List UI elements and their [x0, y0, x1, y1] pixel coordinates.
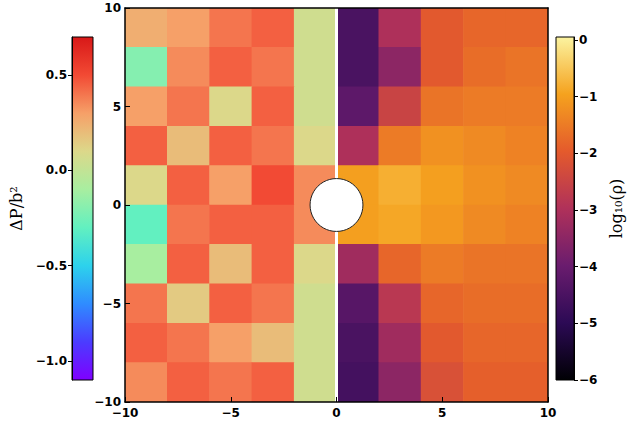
svg-text:0: 0 [332, 406, 340, 420]
svg-text:10: 10 [104, 1, 121, 15]
svg-text:−10: −10 [112, 406, 139, 420]
svg-text:−5: −5 [222, 406, 240, 420]
svg-text:0.5: 0.5 [46, 68, 67, 82]
svg-text:0: 0 [113, 198, 121, 212]
svg-text:10: 10 [540, 406, 557, 420]
svg-text:−5: −5 [579, 316, 597, 330]
svg-text:0: 0 [579, 33, 587, 47]
svg-text:−10: −10 [94, 395, 121, 409]
svg-text:−4: −4 [579, 260, 597, 274]
svg-text:−6: −6 [579, 373, 597, 387]
svg-text:−0.5: −0.5 [36, 259, 67, 273]
svg-text:0.0: 0.0 [46, 163, 67, 177]
svg-text:−5: −5 [103, 297, 121, 311]
svg-text:−3: −3 [579, 203, 597, 217]
svg-text:5: 5 [113, 100, 121, 114]
svg-text:5: 5 [438, 406, 446, 420]
svg-text:log₁₀(ρ): log₁₀(ρ) [607, 179, 626, 239]
svg-text:−1: −1 [579, 90, 597, 104]
svg-text:ΔP/b²: ΔP/b² [7, 186, 26, 230]
svg-text:−2: −2 [579, 146, 597, 160]
svg-text:−1.0: −1.0 [36, 354, 67, 368]
